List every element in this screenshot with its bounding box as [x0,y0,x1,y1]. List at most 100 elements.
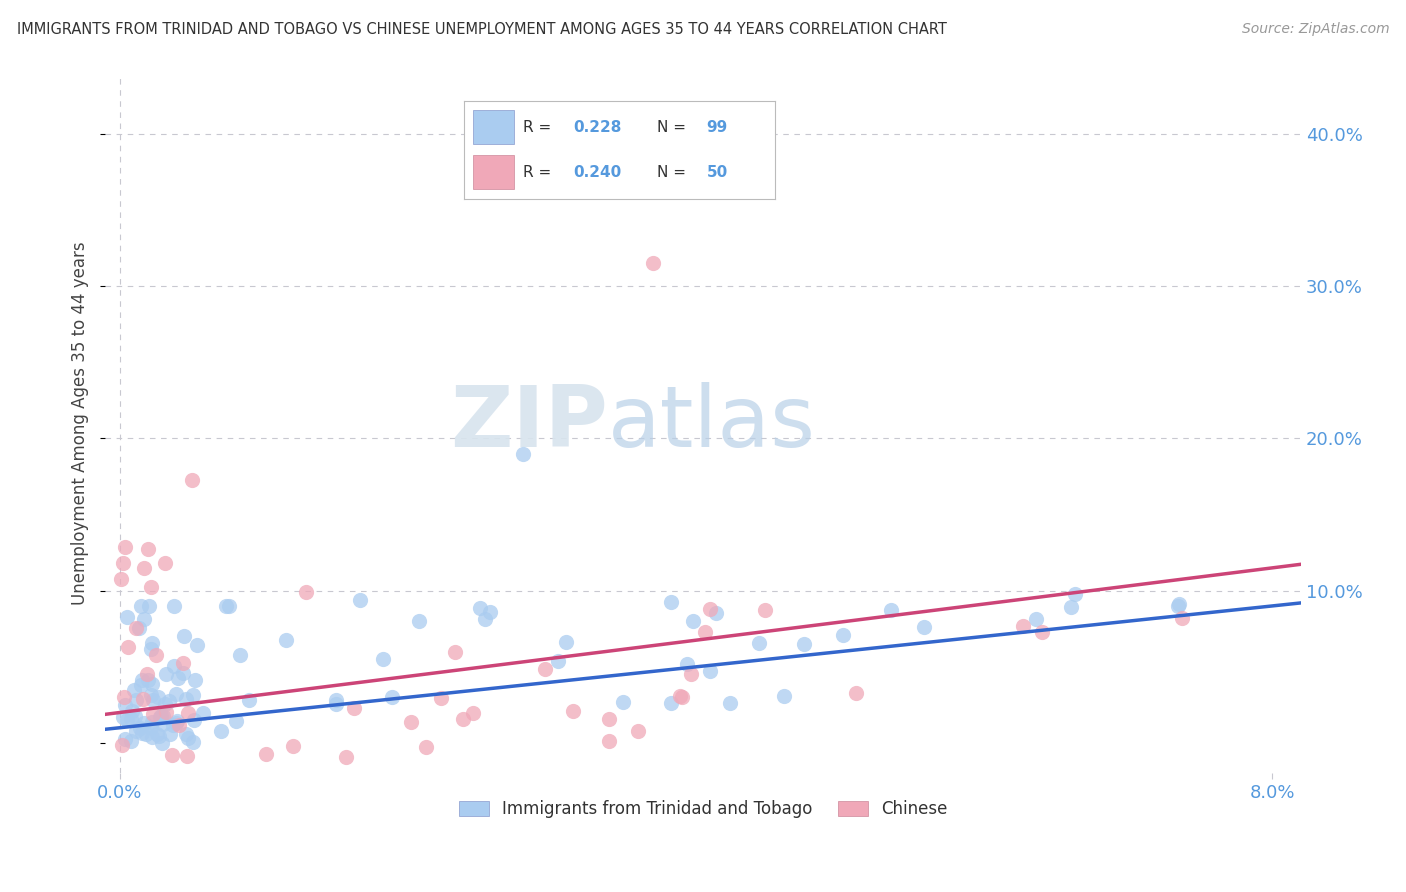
Point [669,689,692,703]
Text: Source: ZipAtlas.com: Source: ZipAtlas.com [1241,22,1389,37]
Point [172,657,194,671]
Point [114,541,136,555]
Point [1171,610,1194,624]
Point [138,599,160,613]
Point [598,733,620,747]
Point [562,704,585,718]
Point [153,697,176,711]
Point [111,738,134,752]
Text: atlas: atlas [607,382,815,465]
Point [114,698,136,712]
Point [228,648,250,663]
Point [121,704,143,718]
Point [659,595,682,609]
Point [128,621,150,635]
Point [671,690,693,704]
Point [470,600,492,615]
Point [209,723,232,738]
Point [254,747,277,761]
Point [129,599,152,613]
Point [167,717,190,731]
Point [912,620,935,634]
Point [1031,625,1053,640]
Text: IMMIGRANTS FROM TRINIDAD AND TOBAGO VS CHINESE UNEMPLOYMENT AMONG AGES 35 TO 44 : IMMIGRANTS FROM TRINIDAD AND TOBAGO VS C… [17,22,946,37]
Point [129,678,152,692]
Point [149,710,172,724]
Point [124,709,146,723]
Point [112,690,135,704]
Point [162,717,184,731]
Point [281,739,304,753]
Point [141,715,163,730]
Point [174,691,197,706]
Point [155,556,177,570]
Point [111,557,134,571]
Point [191,706,214,721]
Point [181,735,204,749]
Point [141,688,163,702]
Point [183,713,205,727]
Point [693,625,716,640]
Point [349,592,371,607]
Point [699,601,721,615]
Point [132,715,155,730]
Point [139,720,162,734]
Point [166,671,188,685]
Point [173,629,195,643]
Point [294,585,316,599]
Point [166,714,188,728]
Point [160,748,183,763]
Point [474,612,496,626]
Point [134,727,156,741]
Text: ZIP: ZIP [450,382,607,465]
Point [512,447,534,461]
Point [772,689,794,703]
Point [218,599,240,613]
Point [136,542,159,557]
Point [177,731,200,745]
Point [120,733,142,747]
Point [238,693,260,707]
Point [659,696,682,710]
Point [152,709,174,723]
Point [627,724,650,739]
Legend: Immigrants from Trinidad and Tobago, Chinese: Immigrants from Trinidad and Tobago, Chi… [453,793,955,824]
Point [136,666,159,681]
Point [163,659,186,673]
Point [880,603,903,617]
Point [1167,599,1189,613]
Point [155,667,177,681]
Point [184,673,207,688]
Point [120,713,142,727]
Point [146,727,169,741]
Point [335,750,357,764]
Point [793,637,815,651]
Point [145,648,167,662]
Point [148,729,170,743]
Point [146,690,169,704]
Point [699,665,721,679]
Point [274,633,297,648]
Point [325,692,347,706]
Point [112,710,135,724]
Point [547,654,569,668]
Point [679,667,702,681]
Point [131,673,153,688]
Point [125,693,148,707]
Point [115,713,138,727]
Point [176,749,198,764]
Point [124,683,146,698]
Point [598,712,620,726]
Point [172,665,194,680]
Point [139,641,162,656]
Point [1059,600,1081,615]
Point [682,614,704,628]
Point [1012,619,1035,633]
Point [149,709,172,723]
Point [832,628,855,642]
Point [534,662,557,676]
Point [415,739,437,754]
Point [131,726,153,740]
Point [125,723,148,738]
Point [142,693,165,707]
